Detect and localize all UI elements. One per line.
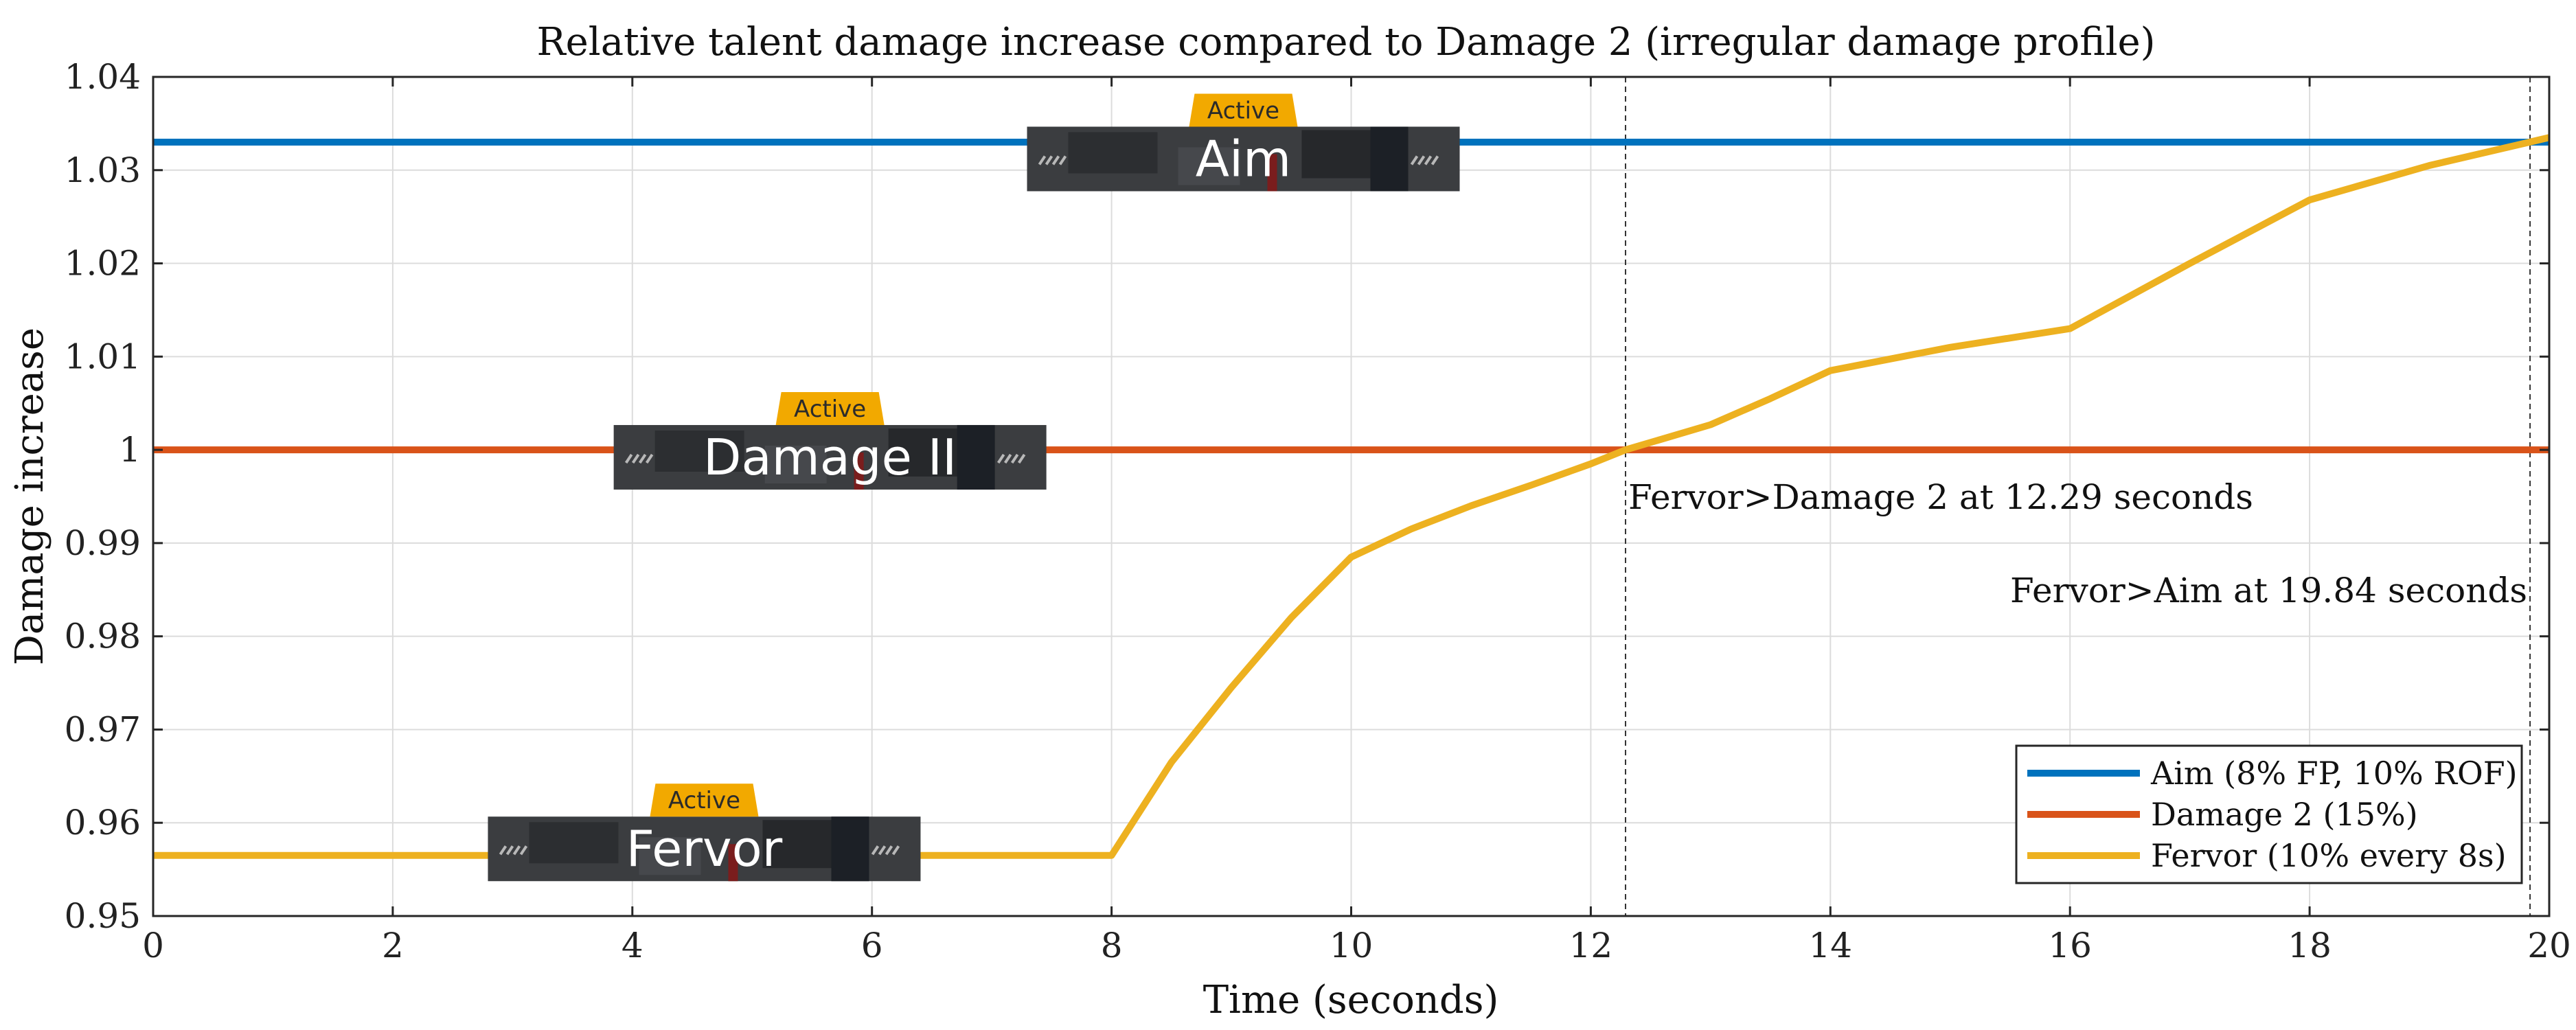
y-tick-label: 1 <box>119 430 141 470</box>
talent-badge: Active Fervor <box>488 783 921 882</box>
x-tick-label: 8 <box>1101 926 1123 965</box>
chart-title: Relative talent damage increase compared… <box>536 20 2155 65</box>
badge-hatch <box>1045 155 1053 165</box>
legend-label: Fervor (10% every 8s) <box>2151 837 2507 874</box>
badge-hatch <box>505 845 514 856</box>
badge-hatch <box>1038 155 1047 165</box>
y-tick-label: 0.99 <box>65 523 141 563</box>
x-tick-label: 2 <box>382 926 404 965</box>
legend-label: Aim (8% FP, 10% ROF) <box>2150 755 2518 792</box>
badge-hatch <box>891 845 900 856</box>
badge-hatch <box>638 453 647 464</box>
x-axis-label: Time (seconds) <box>1203 978 1499 1022</box>
annotation-layer: Fervor>Damage 2 at 12.29 seconds Fervor>A… <box>1628 477 2527 610</box>
badge-hatch <box>1410 155 1419 165</box>
badge-hatch <box>512 845 521 856</box>
x-tick-label: 12 <box>1569 926 1613 965</box>
badge-hatch <box>878 845 887 856</box>
active-status-label: Active <box>794 396 866 423</box>
badge-texture <box>764 445 827 483</box>
badge-texture <box>1370 126 1409 192</box>
badge-hatch <box>1003 453 1012 464</box>
badge-hatch <box>871 845 880 856</box>
badge-hatch <box>1010 453 1019 464</box>
series-line-fervor <box>153 134 2551 859</box>
badge-layer: Active Aim Active Damage II Active Fervor <box>488 93 1460 882</box>
vline-layer <box>1624 77 2531 916</box>
badge-texture <box>1068 132 1158 174</box>
y-tick-label: 1.01 <box>65 336 141 376</box>
threshold-annotation: Fervor>Aim at 19.84 seconds <box>2010 571 2527 610</box>
badge-hatch <box>1424 155 1433 165</box>
badge-texture <box>831 816 869 882</box>
y-tick-label: 1.03 <box>65 150 141 190</box>
active-tab <box>1189 93 1298 127</box>
y-tick-label: 1.02 <box>65 244 141 284</box>
badge-hatch <box>624 453 633 464</box>
y-axis-label: Damage increase <box>8 328 52 665</box>
badge-hatch <box>996 453 1005 464</box>
tick-layer: 0 2 4 6 8 10 12 14 16 18 20 0.95 0.96 0.97 0.98 0.99 1 1.… <box>65 57 2571 965</box>
legend-label: Damage 2 (15%) <box>2151 796 2418 833</box>
legend: Aim (8% FP, 10% ROF) Damage 2 (15%) Fervor… <box>2015 744 2523 884</box>
badge-texture <box>529 822 619 864</box>
active-status-label: Active <box>1207 97 1279 124</box>
x-tick-label: 10 <box>1330 926 1374 965</box>
badge-texture <box>957 424 995 490</box>
talent-label: Fervor <box>626 820 783 878</box>
x-tick-label: 14 <box>1808 926 1852 965</box>
badge-accent <box>1267 154 1277 192</box>
y-tick-label: 0.95 <box>65 896 141 936</box>
badge-hatch <box>645 453 654 464</box>
badge-hatch <box>1017 453 1026 464</box>
talent-badge: Active Damage II <box>613 391 1047 490</box>
badge-texture <box>654 430 744 472</box>
threshold-annotation: Fervor>Damage 2 at 12.29 seconds <box>1628 477 2253 517</box>
talent-badge: Active Aim <box>1027 93 1460 192</box>
badge-texture <box>639 837 701 876</box>
badge-hatch <box>1431 155 1439 165</box>
badge-hatch <box>631 453 640 464</box>
badge-hatch <box>1051 155 1060 165</box>
badge-hatch <box>1058 155 1067 165</box>
badge-accent <box>728 844 738 882</box>
badge-texture <box>1178 147 1240 185</box>
badge-hatch <box>499 845 508 856</box>
x-tick-label: 6 <box>861 926 883 965</box>
y-tick-label: 0.97 <box>65 709 141 749</box>
x-tick-label: 0 <box>142 926 164 965</box>
badge-hatch <box>1417 155 1426 165</box>
active-status-label: Active <box>668 787 740 814</box>
x-tick-label: 4 <box>622 926 643 965</box>
badge-hatch <box>885 845 893 856</box>
y-tick-label: 0.96 <box>65 803 141 843</box>
x-tick-label: 16 <box>2048 926 2092 965</box>
y-tick-label: 0.98 <box>65 617 141 656</box>
x-tick-label: 18 <box>2288 926 2332 965</box>
y-tick-label: 1.04 <box>65 57 141 97</box>
badge-hatch <box>519 845 528 856</box>
badge-accent <box>854 452 864 490</box>
x-tick-label: 20 <box>2527 926 2571 965</box>
talent-label: Damage II <box>703 428 957 486</box>
talent-label: Aim <box>1196 130 1291 187</box>
active-tab <box>775 391 885 425</box>
active-tab <box>650 783 759 817</box>
